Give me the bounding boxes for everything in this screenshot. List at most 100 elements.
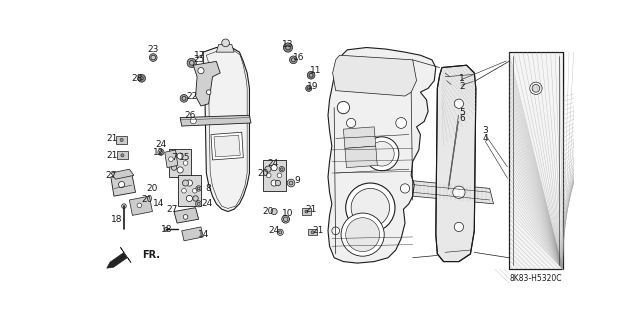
Circle shape (277, 173, 282, 178)
Circle shape (196, 201, 202, 207)
Circle shape (311, 231, 314, 234)
Circle shape (401, 184, 410, 193)
Polygon shape (262, 160, 285, 191)
Circle shape (284, 217, 288, 221)
Polygon shape (211, 132, 243, 160)
Polygon shape (509, 52, 563, 269)
Text: 14: 14 (198, 230, 209, 239)
Text: 4: 4 (483, 134, 488, 143)
Text: 27: 27 (167, 205, 178, 214)
Circle shape (277, 229, 284, 235)
Circle shape (118, 182, 125, 188)
Polygon shape (174, 208, 198, 223)
Circle shape (197, 202, 200, 205)
Polygon shape (129, 196, 152, 215)
Circle shape (287, 179, 295, 187)
Circle shape (291, 58, 295, 62)
Circle shape (193, 189, 197, 193)
Polygon shape (308, 229, 317, 235)
Circle shape (190, 118, 196, 124)
Text: 20: 20 (257, 168, 268, 178)
Text: 2: 2 (459, 82, 465, 91)
Circle shape (289, 56, 297, 64)
Polygon shape (164, 150, 178, 168)
Polygon shape (302, 208, 311, 215)
Circle shape (172, 161, 177, 165)
Polygon shape (436, 65, 476, 262)
Circle shape (346, 218, 380, 252)
Circle shape (138, 74, 145, 82)
Circle shape (137, 203, 141, 208)
Circle shape (454, 222, 463, 232)
Circle shape (284, 43, 292, 52)
Text: 20: 20 (262, 207, 274, 216)
Text: 13: 13 (282, 40, 294, 49)
Circle shape (151, 55, 156, 60)
Text: 21: 21 (107, 151, 118, 160)
Circle shape (271, 180, 277, 186)
Circle shape (159, 151, 163, 154)
Text: 21: 21 (312, 226, 324, 235)
Text: 17: 17 (194, 51, 205, 60)
Circle shape (120, 138, 123, 141)
Circle shape (271, 165, 277, 171)
Polygon shape (193, 61, 220, 106)
Circle shape (187, 58, 196, 68)
Text: 21: 21 (107, 134, 118, 143)
Circle shape (280, 168, 283, 171)
Text: 7: 7 (171, 153, 177, 162)
Text: 9: 9 (294, 176, 300, 185)
Polygon shape (182, 227, 204, 241)
Text: 21: 21 (305, 205, 317, 214)
Circle shape (182, 96, 186, 100)
Circle shape (182, 189, 186, 193)
Text: 6: 6 (459, 114, 465, 123)
Circle shape (183, 215, 188, 219)
Circle shape (337, 101, 349, 114)
Circle shape (172, 165, 177, 170)
Circle shape (365, 137, 399, 171)
Circle shape (122, 204, 126, 208)
Circle shape (266, 173, 271, 178)
Circle shape (454, 99, 463, 108)
Circle shape (289, 181, 293, 185)
Circle shape (189, 61, 194, 65)
Text: 16: 16 (293, 53, 305, 62)
Text: 24: 24 (267, 159, 278, 167)
Text: 28: 28 (131, 74, 143, 83)
Text: 8K83-H5320C: 8K83-H5320C (509, 274, 562, 283)
Circle shape (265, 166, 271, 172)
Polygon shape (117, 152, 128, 159)
Circle shape (452, 186, 465, 198)
Circle shape (177, 167, 183, 173)
Polygon shape (170, 149, 191, 177)
Text: 20: 20 (147, 184, 158, 193)
Text: 1: 1 (459, 74, 465, 83)
Circle shape (149, 54, 157, 61)
Polygon shape (214, 135, 240, 157)
Circle shape (346, 118, 356, 128)
Circle shape (180, 94, 188, 102)
Circle shape (186, 180, 193, 186)
Circle shape (307, 87, 310, 90)
Polygon shape (413, 181, 493, 204)
Circle shape (158, 149, 164, 155)
Text: 19: 19 (307, 82, 318, 91)
Polygon shape (111, 169, 134, 179)
Text: 8: 8 (206, 184, 212, 193)
Polygon shape (107, 248, 131, 268)
Circle shape (196, 186, 202, 191)
Circle shape (530, 82, 542, 94)
Text: 18: 18 (111, 215, 122, 224)
Circle shape (164, 227, 168, 231)
Circle shape (306, 85, 312, 92)
Circle shape (168, 157, 173, 161)
Circle shape (198, 68, 204, 74)
Text: 5: 5 (459, 108, 465, 117)
Circle shape (305, 210, 308, 213)
Text: FR.: FR. (141, 250, 159, 260)
Text: 14: 14 (153, 199, 164, 208)
Text: 22: 22 (186, 92, 197, 100)
Text: 23: 23 (148, 45, 159, 54)
Circle shape (221, 39, 230, 47)
